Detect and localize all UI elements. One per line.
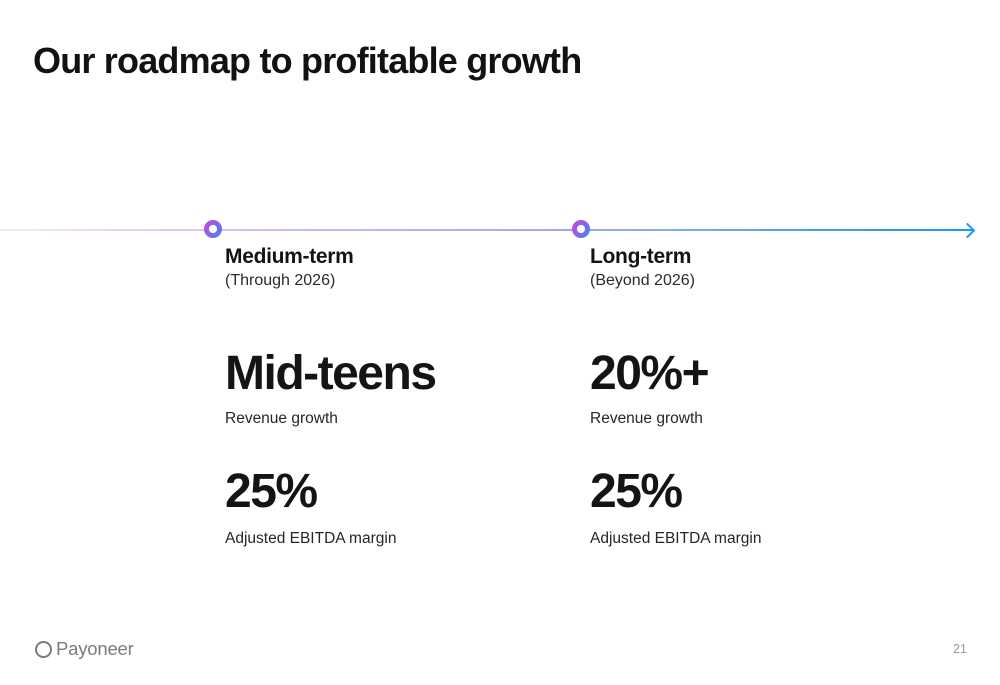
metric-caption-ebitda-margin: Adjusted EBITDA margin <box>590 530 762 547</box>
column-sublabel: (Through 2026) <box>225 272 336 289</box>
metric-caption-revenue-growth: Revenue growth <box>590 410 703 427</box>
metric-value-ebitda-margin: 25% <box>225 465 318 518</box>
metric-value-revenue-growth: 20%+ <box>590 347 710 400</box>
column-label: Medium-term <box>225 245 354 268</box>
column-label: Long-term <box>590 245 692 268</box>
timeline-marker-hole <box>209 225 217 233</box>
slide-title: Our roadmap to profitable growth <box>33 40 582 81</box>
payoneer-logo-text: Payoneer <box>56 638 134 659</box>
metric-value-ebitda-margin: 25% <box>590 465 683 518</box>
timeline-marker-long-term <box>572 220 590 238</box>
arrow-right-icon <box>959 222 976 238</box>
timeline-marker-medium-term <box>204 220 222 238</box>
metric-caption-revenue-growth: Revenue growth <box>225 410 338 427</box>
metric-caption-ebitda-margin: Adjusted EBITDA margin <box>225 530 397 547</box>
metric-value-revenue-growth: Mid-teens <box>225 347 437 400</box>
timeline-line <box>0 229 974 231</box>
column-sublabel: (Beyond 2026) <box>590 272 695 289</box>
payoneer-ring-icon <box>35 640 52 658</box>
payoneer-logo: Payoneer <box>35 638 134 660</box>
timeline-marker-hole <box>577 225 585 233</box>
page-number: 21 <box>953 642 967 656</box>
